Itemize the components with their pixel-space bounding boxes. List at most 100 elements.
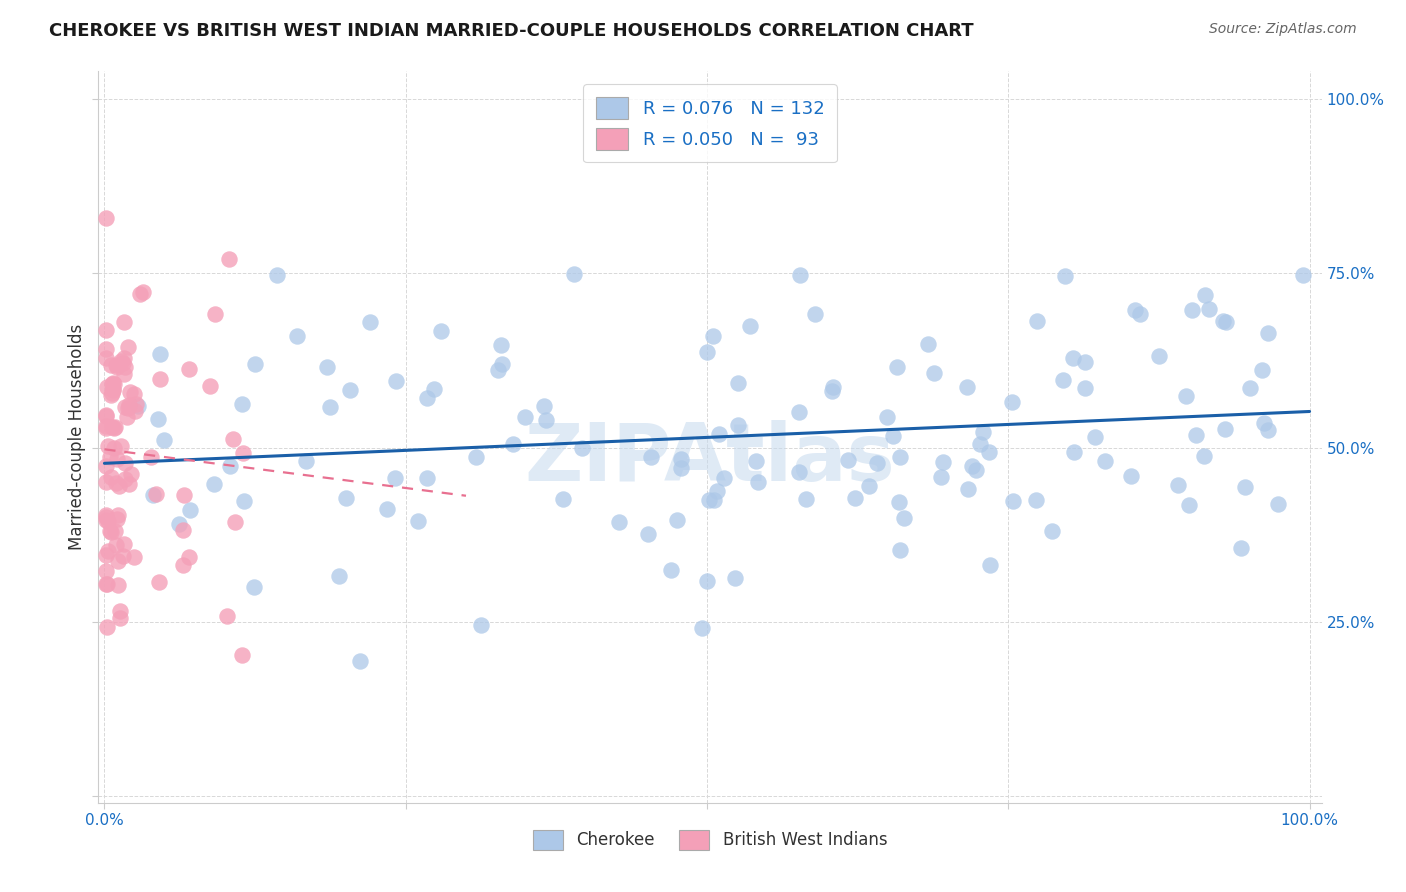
Point	[1001, 395, 1024, 409]
Point	[231, 648, 253, 663]
Point	[94, 342, 117, 356]
Point	[1094, 454, 1116, 468]
Point	[486, 363, 509, 377]
Point	[105, 359, 128, 374]
Point	[101, 376, 124, 391]
Point	[430, 324, 453, 338]
Point	[94, 418, 117, 433]
Point	[94, 408, 117, 422]
Point	[562, 267, 585, 281]
Point	[804, 307, 827, 321]
Point	[837, 453, 859, 467]
Point	[105, 475, 128, 490]
Point	[100, 377, 122, 392]
Point	[1257, 326, 1279, 341]
Point	[709, 427, 731, 442]
Point	[1178, 498, 1201, 512]
Point	[385, 374, 408, 388]
Point	[94, 409, 117, 424]
Text: ZIPAtlas: ZIPAtlas	[524, 420, 896, 498]
Point	[738, 318, 761, 333]
Point	[114, 472, 136, 486]
Point	[551, 492, 574, 507]
Point	[198, 378, 221, 392]
Point	[115, 410, 138, 425]
Point	[167, 517, 190, 532]
Point	[112, 315, 135, 329]
Point	[173, 488, 195, 502]
Point	[103, 441, 125, 455]
Point	[1002, 494, 1025, 508]
Point	[692, 621, 714, 635]
Point	[101, 420, 124, 434]
Point	[745, 454, 768, 468]
Point	[295, 454, 318, 468]
Point	[977, 445, 1000, 459]
Point	[821, 380, 844, 394]
Point	[917, 337, 939, 351]
Point	[640, 450, 662, 464]
Point	[94, 211, 117, 225]
Point	[232, 446, 254, 460]
Point	[94, 475, 117, 489]
Point	[152, 433, 174, 447]
Point	[177, 362, 200, 376]
Point	[1215, 315, 1237, 329]
Point	[243, 580, 266, 594]
Point	[1062, 351, 1084, 366]
Point	[924, 366, 946, 380]
Point	[794, 491, 817, 506]
Point	[1025, 313, 1047, 327]
Point	[96, 380, 118, 394]
Point	[349, 655, 371, 669]
Point	[110, 439, 132, 453]
Point	[787, 405, 810, 419]
Point	[1253, 417, 1275, 431]
Point	[101, 384, 124, 398]
Point	[94, 458, 117, 473]
Point	[328, 569, 350, 583]
Point	[101, 382, 124, 396]
Text: Source: ZipAtlas.com: Source: ZipAtlas.com	[1209, 22, 1357, 37]
Point	[1025, 493, 1047, 508]
Point	[893, 511, 915, 525]
Point	[114, 400, 136, 414]
Point	[96, 620, 118, 634]
Point	[534, 412, 557, 426]
Point	[1074, 354, 1097, 368]
Point	[118, 384, 141, 399]
Point	[1291, 268, 1313, 282]
Point	[118, 477, 141, 491]
Point	[960, 458, 983, 473]
Point	[1040, 524, 1063, 538]
Point	[319, 400, 342, 414]
Point	[124, 404, 146, 418]
Point	[145, 487, 167, 501]
Point	[179, 503, 201, 517]
Point	[110, 604, 132, 618]
Point	[100, 388, 122, 402]
Point	[889, 543, 911, 558]
Point	[972, 425, 994, 439]
Point	[533, 399, 555, 413]
Point	[101, 385, 124, 400]
Point	[222, 432, 245, 446]
Point	[724, 572, 747, 586]
Point	[112, 356, 135, 370]
Point	[100, 524, 122, 539]
Point	[384, 471, 406, 485]
Point	[148, 574, 170, 589]
Point	[727, 376, 749, 391]
Point	[465, 450, 488, 464]
Point	[1234, 480, 1257, 494]
Point	[415, 391, 437, 405]
Point	[637, 527, 659, 541]
Point	[882, 429, 904, 443]
Point	[108, 611, 131, 625]
Point	[107, 479, 129, 493]
Point	[107, 554, 129, 568]
Point	[375, 502, 398, 516]
Point	[97, 544, 120, 558]
Point	[1084, 430, 1107, 444]
Point	[100, 470, 122, 484]
